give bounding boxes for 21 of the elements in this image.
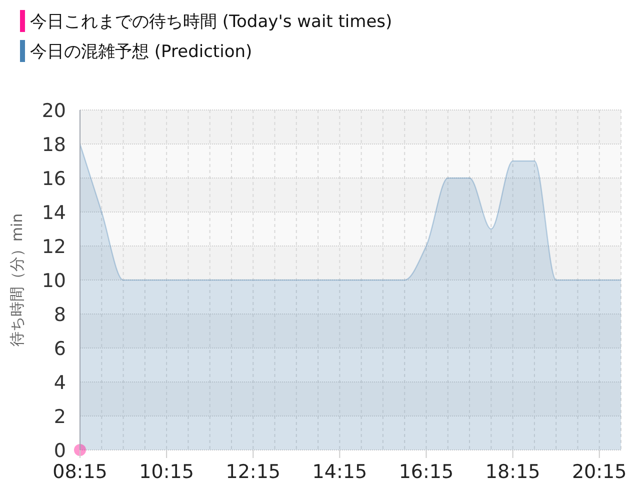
- y-tick-label: 2: [54, 406, 66, 428]
- x-tick-label: 16:15: [398, 461, 454, 483]
- y-tick-label: 0: [54, 440, 66, 462]
- y-tick-label: 16: [42, 168, 66, 190]
- legend-label: 今日これまでの待ち時間 (Today's wait times): [30, 12, 392, 32]
- x-tick-label: 20:15: [572, 461, 627, 483]
- legend-label: 今日の混雑予想 (Prediction): [30, 42, 252, 62]
- y-tick-label: 20: [42, 100, 66, 122]
- y-tick-label: 18: [42, 134, 66, 156]
- y-tick-label: 14: [42, 202, 66, 224]
- y-tick-label: 4: [54, 372, 66, 394]
- x-tick-label: 14:15: [312, 461, 368, 483]
- y-axis-title: 待ち時間（分）min: [8, 213, 26, 347]
- x-tick-label: 12:15: [226, 461, 281, 483]
- y-tick-label: 10: [42, 270, 66, 292]
- y-tick-label: 6: [54, 338, 66, 360]
- x-tick-label: 10:15: [139, 461, 194, 483]
- y-tick-label: 8: [54, 304, 66, 326]
- x-tick-label: 18:15: [485, 461, 540, 483]
- x-tick-label: 08:15: [52, 461, 108, 483]
- y-tick-label: 12: [42, 236, 66, 258]
